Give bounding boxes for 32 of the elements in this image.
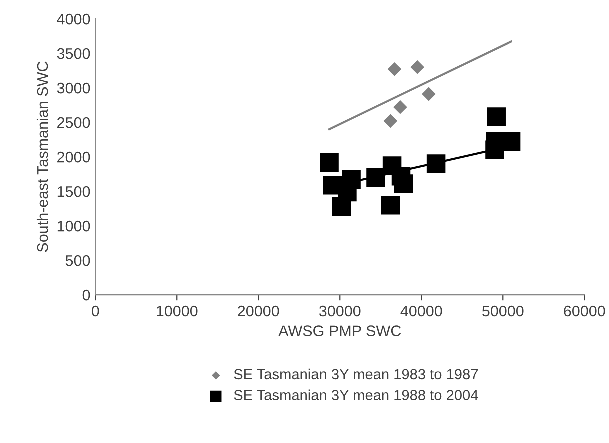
x-axis-title: AWSG PMP SWC xyxy=(278,326,402,336)
point xyxy=(384,114,398,128)
point xyxy=(394,174,414,194)
y-tick-label: 500 xyxy=(66,255,90,266)
y-tick-label: 2500 xyxy=(58,117,90,128)
point xyxy=(381,196,400,215)
point xyxy=(393,100,408,114)
y-tick-label: 4000 xyxy=(57,14,90,25)
legend-label: SE Tasmanian 3Y mean 1988 to 2004 xyxy=(234,390,478,400)
point xyxy=(487,108,506,126)
y-tick-label: 3000 xyxy=(57,82,90,94)
point xyxy=(338,182,357,202)
x-tick-label: 50000 xyxy=(482,306,524,317)
x-tick-label: 0 xyxy=(92,306,100,317)
point xyxy=(388,62,402,76)
x-tick-label: 30000 xyxy=(319,306,361,317)
x-tick-label: 10000 xyxy=(157,306,198,317)
x-tick-label: 20000 xyxy=(238,306,280,317)
y-tick-label: 0 xyxy=(82,290,90,301)
x-tick-label: 40000 xyxy=(400,306,442,317)
y-tick-label: 2000 xyxy=(58,152,90,163)
y-tick-label: 1000 xyxy=(58,220,90,232)
y-tick-label: 1500 xyxy=(58,186,90,198)
point xyxy=(422,87,436,102)
y-axis-title: South-east Tasmanian SWC xyxy=(36,62,48,252)
point xyxy=(366,168,386,188)
x-tick-label: 60000 xyxy=(564,306,606,317)
point xyxy=(410,60,424,74)
y-tick-label: 3500 xyxy=(57,48,90,60)
point xyxy=(320,153,339,172)
point xyxy=(426,154,446,174)
legend-label: SE Tasmanian 3Y mean 1983 to 1987 xyxy=(234,368,478,380)
